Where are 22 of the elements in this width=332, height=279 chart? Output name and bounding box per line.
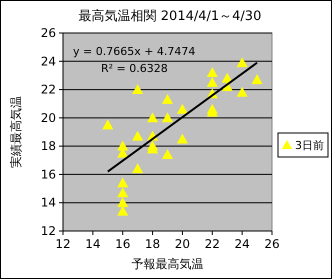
x-tick-label: 14 (85, 237, 100, 251)
x-axis-title: 予報最高気温 (132, 257, 204, 271)
x-tick-label: 18 (144, 237, 160, 251)
y-tick-label: 18 (40, 139, 56, 154)
y-tick-label: 12 (40, 224, 56, 238)
y-tick-label: 20 (40, 110, 56, 125)
x-tick-label: 16 (115, 237, 130, 251)
x-tick-label: 26 (264, 237, 280, 251)
x-tick-label: 12 (55, 237, 71, 251)
y-tick-label: 16 (40, 167, 56, 182)
chart-title: 最高気温相関 2014/4/1～4/30 (78, 8, 262, 24)
x-tick-label: 20 (174, 237, 190, 251)
legend-label: 3日前 (295, 139, 324, 152)
y-tick-label: 14 (40, 196, 56, 210)
x-tick-label: 22 (204, 237, 220, 251)
annotation: y = 0.7665x + 4.7474 (73, 45, 196, 58)
x-tick-label: 24 (234, 237, 250, 251)
y-axis-title: 実績最高気温 (9, 96, 23, 168)
y-tick-label: 22 (40, 82, 56, 97)
y-tick-label: 26 (40, 26, 56, 40)
annotation: R² = 0.6328 (101, 62, 168, 75)
y-tick-label: 24 (40, 54, 56, 68)
